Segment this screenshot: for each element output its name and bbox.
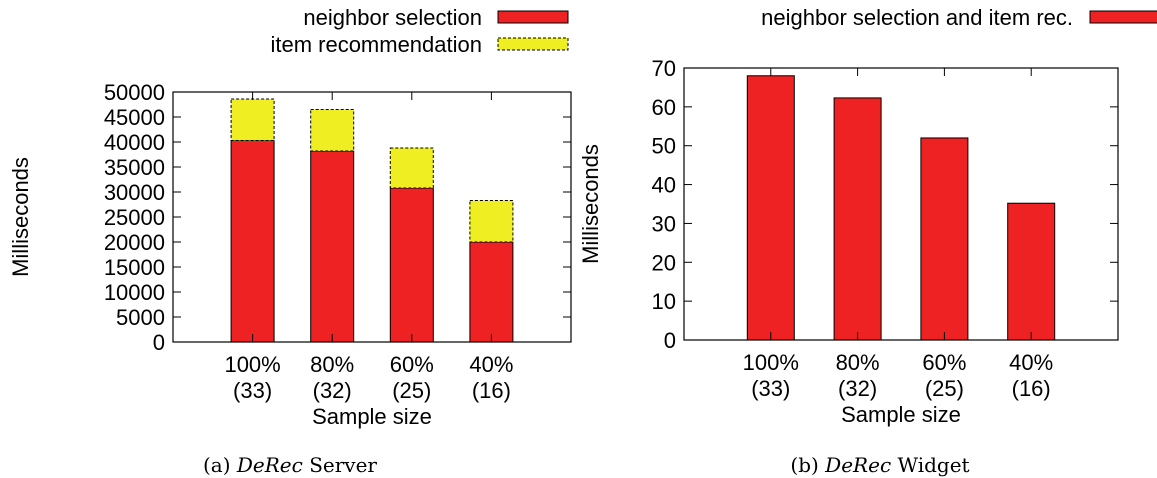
y-axis-ticks: 0 10 20 30 40 50 60 70 — [652, 56, 1118, 353]
caption: (b) DeRec Widget — [790, 453, 969, 477]
y-tick-label: 5000 — [116, 305, 165, 330]
x-tick-sublabel: (16) — [1012, 376, 1051, 401]
plot-frame — [683, 67, 1119, 341]
x-tick-sublabel: (33) — [751, 376, 790, 401]
y-tick-label: 50 — [652, 134, 676, 159]
bar-neighbor-selection-and-item-rec- — [833, 97, 882, 341]
y-tick-label: 25000 — [104, 205, 165, 230]
bar-item-recommendation — [310, 109, 355, 152]
y-tick-label: 0 — [153, 330, 165, 355]
caption: (a) DeRec Server — [203, 453, 377, 477]
legend-swatch — [497, 10, 569, 24]
bar-item-recommendation — [469, 200, 514, 243]
caption-suffix: Server — [303, 453, 378, 477]
legend: neighbor selection and item rec. — [761, 5, 1157, 30]
x-tick-sublabel: (33) — [233, 378, 272, 403]
bar-neighbor-selection-and-item-rec- — [920, 137, 969, 341]
bar-item-recommendation — [230, 98, 275, 141]
bar-item-recommendation — [389, 147, 434, 189]
caption-prefix: (a) — [203, 453, 237, 477]
x-tick-label: 40% — [1009, 350, 1053, 375]
y-tick-label: 30 — [652, 211, 676, 236]
y-tick-label: 40 — [652, 173, 676, 198]
bar-neighbor-selection — [230, 140, 275, 343]
caption-prefix: (b) — [790, 453, 825, 477]
x-tick-label: 60% — [922, 350, 966, 375]
x-tick-label: 80% — [310, 352, 354, 377]
bar-neighbor-selection — [310, 150, 355, 343]
y-axis-title: Milliseconds — [8, 157, 33, 277]
x-tick-sublabel: (32) — [838, 376, 877, 401]
server-chart: 0500010000150002000025000300003500040000… — [8, 5, 572, 477]
x-tick-label: 100% — [743, 350, 799, 375]
y-axis-title: Milliseconds — [578, 144, 603, 264]
legend-swatch — [1089, 10, 1157, 24]
x-tick-label: 100% — [224, 352, 280, 377]
y-tick-label: 20000 — [104, 230, 165, 255]
x-tick-label: 40% — [469, 352, 513, 377]
x-axis-title: Sample size — [841, 402, 961, 427]
y-tick-label: 70 — [652, 56, 676, 81]
legend-label: neighbor selection — [303, 5, 482, 30]
y-tick-label: 0 — [664, 328, 676, 353]
bar-neighbor-selection — [469, 241, 514, 343]
x-tick-label: 60% — [390, 352, 434, 377]
x-tick-label: 80% — [836, 350, 880, 375]
legend-label: neighbor selection and item rec. — [761, 5, 1073, 30]
y-tick-label: 15000 — [104, 255, 165, 280]
y-tick-label: 40000 — [104, 130, 165, 155]
y-axis-ticks: 0500010000150002000025000300003500040000… — [104, 80, 571, 355]
caption-emphasis: DeRec — [236, 453, 303, 477]
bars — [746, 68, 1056, 341]
bar-neighbor-selection — [389, 187, 434, 343]
y-tick-label: 20 — [652, 250, 676, 275]
y-tick-label: 45000 — [104, 105, 165, 130]
y-tick-label: 30000 — [104, 180, 165, 205]
bars — [230, 92, 514, 343]
caption-suffix: Widget — [891, 453, 969, 477]
legend-label: item recommendation — [270, 32, 482, 57]
y-tick-label: 50000 — [104, 80, 165, 105]
x-tick-sublabel: (25) — [925, 376, 964, 401]
y-tick-label: 60 — [652, 95, 676, 120]
y-tick-label: 35000 — [104, 155, 165, 180]
y-tick-label: 10000 — [104, 280, 165, 305]
x-tick-sublabel: (25) — [392, 378, 431, 403]
bar-neighbor-selection-and-item-rec- — [746, 75, 795, 341]
x-axis-title: Sample size — [312, 404, 432, 429]
x-tick-sublabel: (32) — [313, 378, 352, 403]
widget-chart: 0 10 20 30 40 50 60 70 100%(33) 80%(32) 60%(25) 40%… — [578, 5, 1157, 477]
caption-emphasis: DeRec — [824, 453, 891, 477]
y-tick-label: 10 — [652, 289, 676, 314]
legend-swatch — [497, 37, 569, 51]
bar-neighbor-selection-and-item-rec- — [1007, 202, 1056, 341]
x-tick-sublabel: (16) — [472, 378, 511, 403]
